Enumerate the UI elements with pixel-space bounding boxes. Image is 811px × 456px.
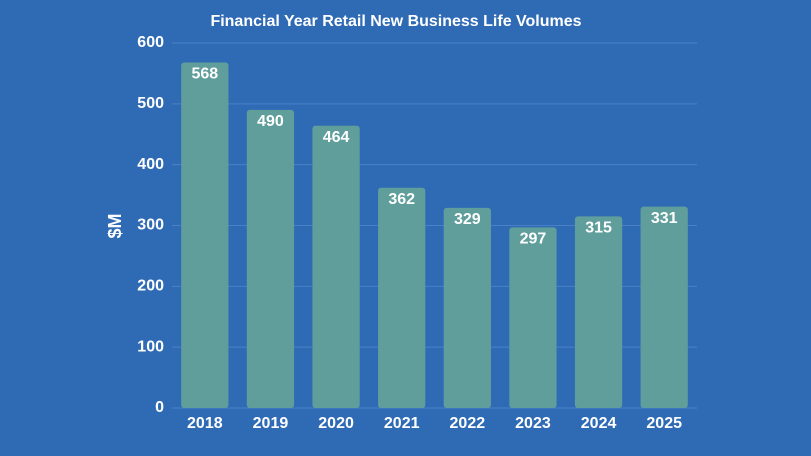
- value-label: 568: [191, 66, 218, 83]
- x-tick-label: 2024: [581, 415, 617, 432]
- y-tick-label: 100: [137, 338, 164, 355]
- value-label: 315: [585, 220, 612, 237]
- y-tick-label: 600: [137, 34, 164, 51]
- bar: [443, 207, 491, 408]
- value-label: 331: [651, 210, 678, 227]
- bar: [246, 109, 295, 409]
- chart-title: Financial Year Retail New Business Life …: [210, 13, 581, 30]
- bar: [574, 216, 623, 408]
- x-tick-label: 2018: [187, 415, 223, 432]
- bar: [378, 187, 426, 408]
- bar: [509, 227, 557, 408]
- x-tick-label: 2025: [646, 415, 682, 432]
- value-label: 329: [454, 211, 481, 228]
- value-label: 490: [257, 113, 284, 130]
- y-tick-label: 0: [155, 399, 164, 416]
- y-axis-label: $M: [105, 213, 125, 238]
- value-label: 464: [323, 129, 350, 146]
- y-tick-label: 500: [137, 95, 164, 112]
- bar: [312, 125, 360, 408]
- y-tick-label: 200: [137, 278, 164, 295]
- y-tick-label: 400: [137, 156, 164, 173]
- x-tick-label: 2020: [318, 415, 354, 432]
- bar: [640, 206, 688, 408]
- y-tick-label: 300: [137, 217, 164, 234]
- x-tick-label: 2019: [253, 415, 289, 432]
- value-label: 362: [388, 191, 415, 208]
- x-tick-label: 2022: [450, 415, 486, 432]
- bar: [181, 62, 229, 408]
- x-tick-label: 2021: [384, 415, 420, 432]
- value-label: 297: [520, 231, 547, 248]
- x-tick-label: 2023: [515, 415, 551, 432]
